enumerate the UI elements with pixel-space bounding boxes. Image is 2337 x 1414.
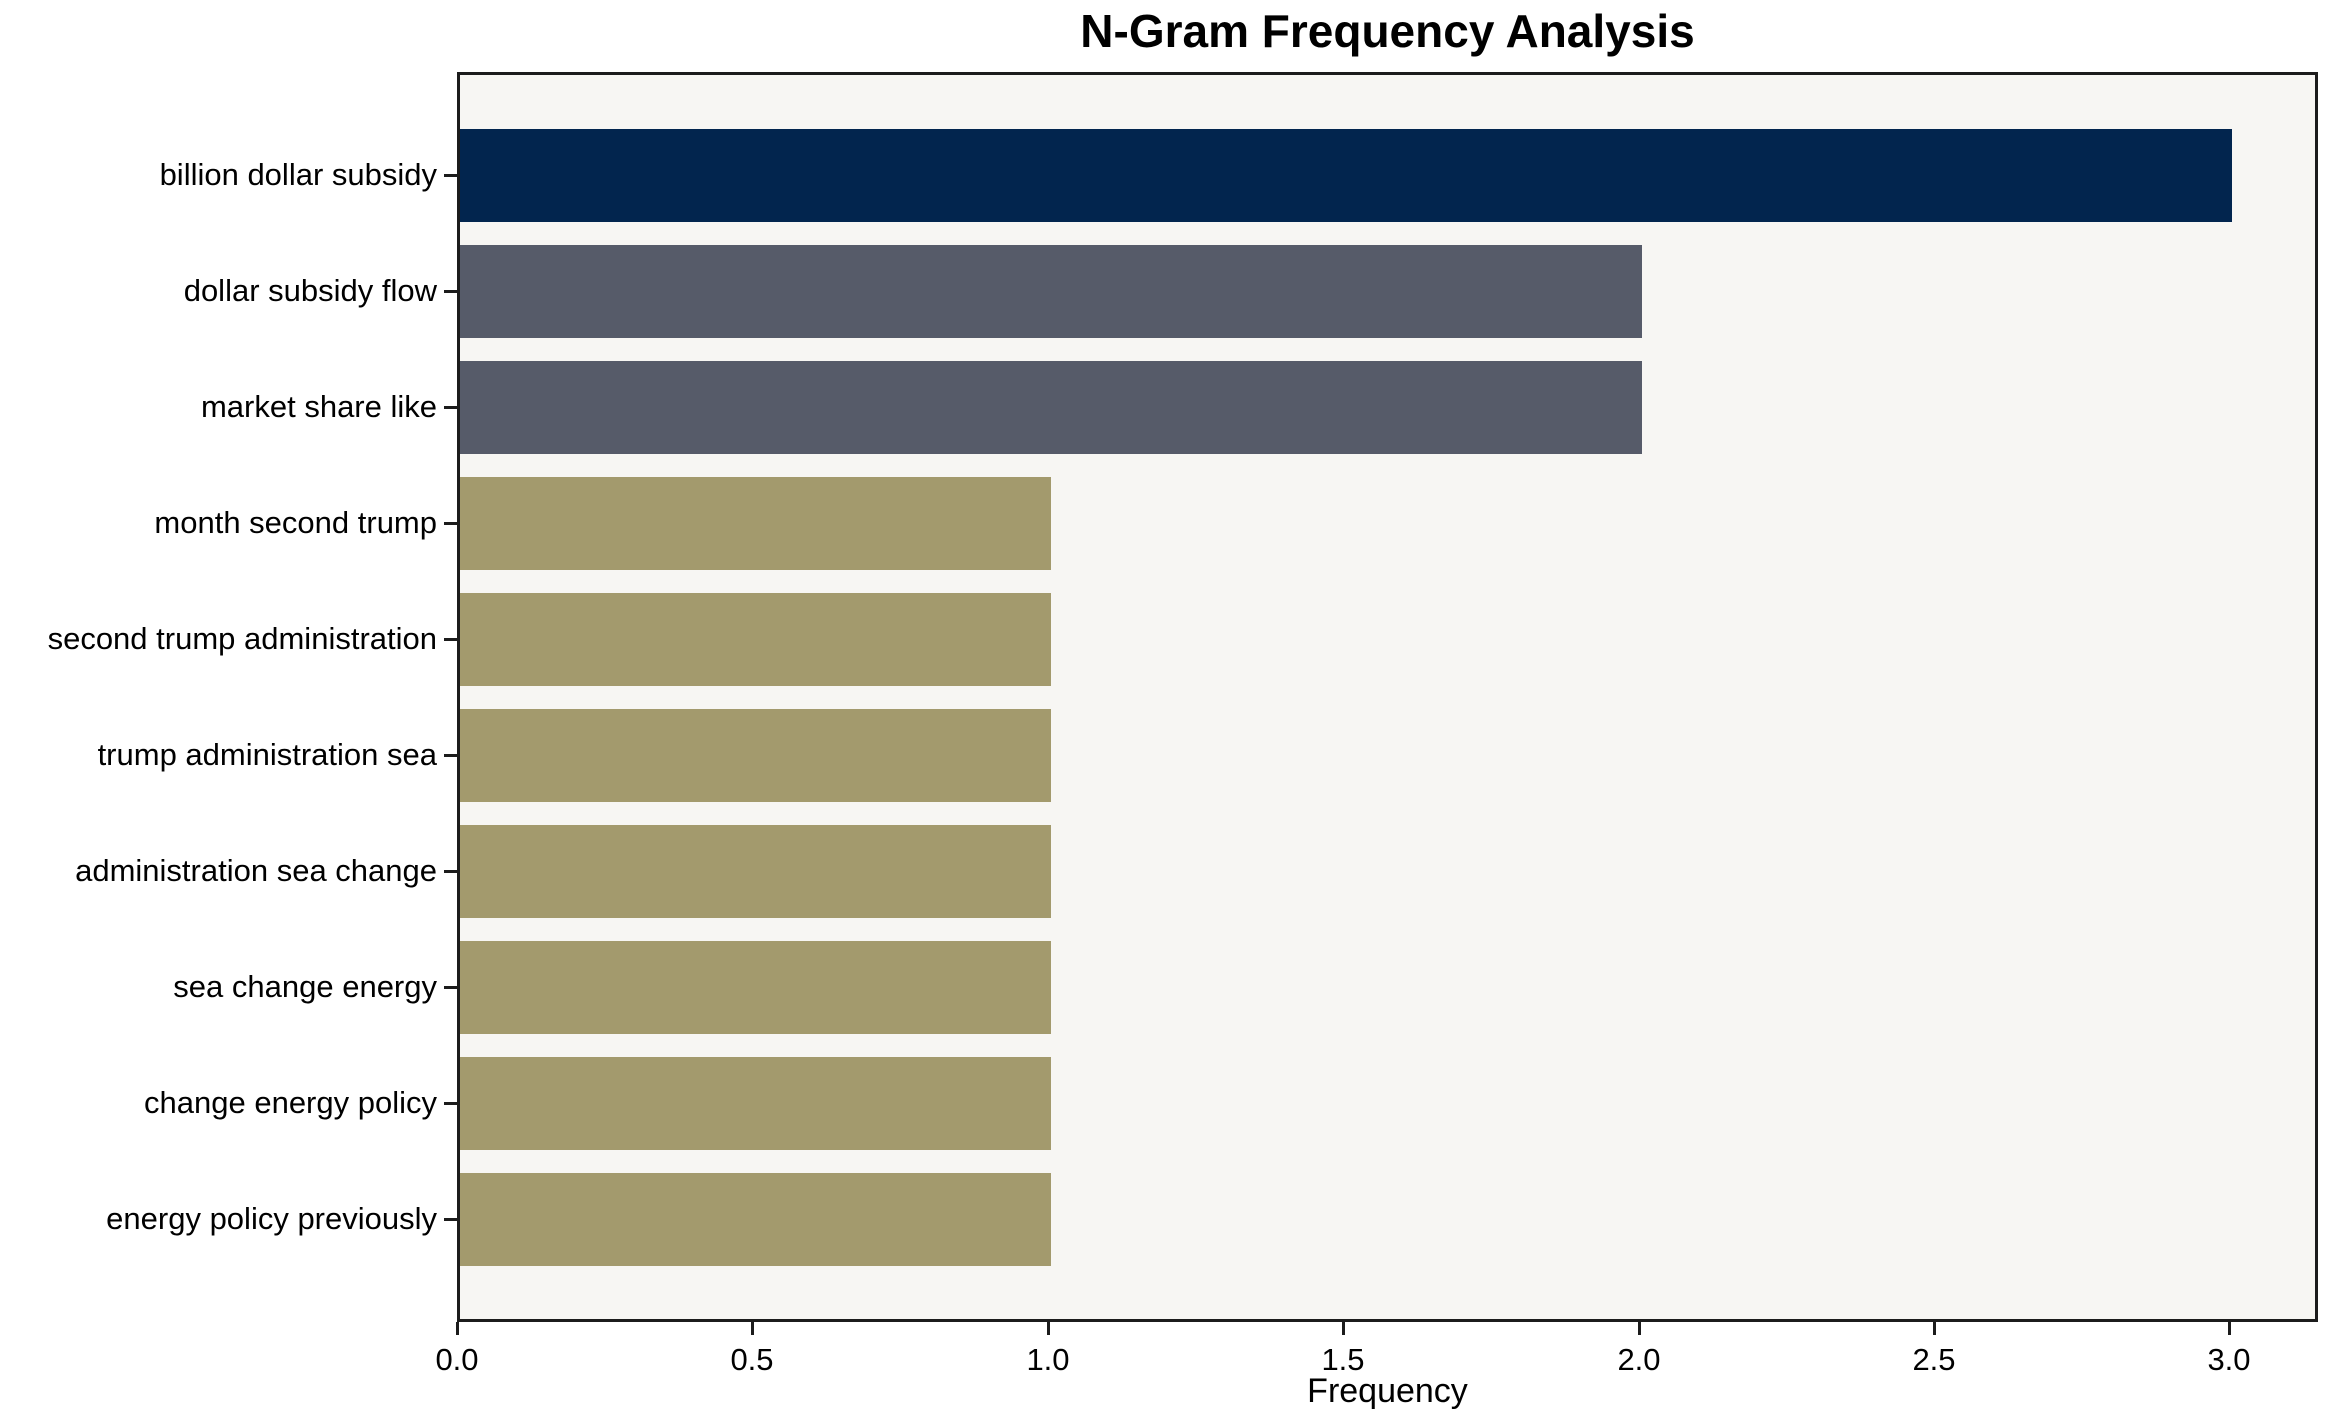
x-tick-mark [456, 1322, 459, 1335]
y-tick-mark [444, 870, 457, 873]
x-tick-label: 0.0 [435, 1342, 479, 1377]
x-tick-label: 2.5 [1912, 1342, 1956, 1377]
bar [460, 1172, 1051, 1266]
chart-title: N-Gram Frequency Analysis [1080, 5, 1695, 57]
y-tick-label: second trump administration [47, 621, 437, 656]
x-tick-label: 1.0 [1026, 1342, 1070, 1377]
plot-area [457, 72, 2318, 1322]
x-tick-label: 0.5 [730, 1342, 774, 1377]
x-tick-mark [1638, 1322, 1641, 1335]
bar [460, 128, 2232, 222]
bar [460, 708, 1051, 802]
y-tick-label: administration sea change [75, 853, 437, 888]
x-tick-mark [1047, 1322, 1050, 1335]
x-tick-mark [2228, 1322, 2231, 1335]
bar [460, 476, 1051, 570]
x-tick-mark [751, 1322, 754, 1335]
y-tick-label: billion dollar subsidy [159, 157, 437, 192]
y-tick-mark [444, 290, 457, 293]
y-tick-label: month second trump [154, 505, 437, 540]
y-tick-mark [444, 1218, 457, 1221]
y-tick-label: market share like [200, 389, 437, 424]
y-tick-mark [444, 638, 457, 641]
y-tick-label: sea change energy [173, 969, 437, 1004]
x-tick-mark [1342, 1322, 1345, 1335]
y-tick-label: change energy policy [144, 1085, 437, 1120]
y-tick-label: dollar subsidy flow [183, 273, 437, 308]
y-tick-mark [444, 406, 457, 409]
y-tick-mark [444, 1102, 457, 1105]
y-tick-mark [444, 754, 457, 757]
y-tick-label: energy policy previously [106, 1201, 437, 1236]
y-tick-label: trump administration sea [97, 737, 437, 772]
x-tick-label: 2.0 [1617, 1342, 1661, 1377]
x-tick-label: 1.5 [1321, 1342, 1365, 1377]
y-tick-mark [444, 986, 457, 989]
bar [460, 360, 1642, 454]
bar [460, 940, 1051, 1034]
bar [460, 244, 1642, 338]
x-tick-label: 3.0 [2207, 1342, 2251, 1377]
bar [460, 592, 1051, 686]
y-tick-mark [444, 174, 457, 177]
bar [460, 824, 1051, 918]
x-tick-mark [1933, 1322, 1936, 1335]
bar [460, 1056, 1051, 1150]
y-tick-mark [444, 522, 457, 525]
x-axis-title: Frequency [1307, 1372, 1468, 1410]
